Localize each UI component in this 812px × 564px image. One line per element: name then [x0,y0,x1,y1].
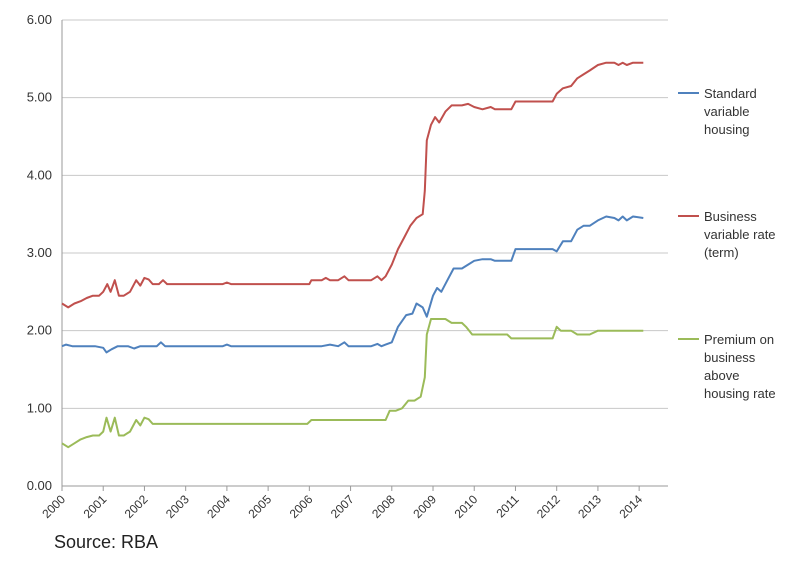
y-tick-label: 1.00 [27,400,52,415]
x-tick-label: 2001 [81,492,110,521]
series-line-0 [61,215,644,354]
x-tick-label: 2005 [245,492,274,521]
legend-label: Business [704,209,757,224]
y-tick-label: 0.00 [27,478,52,493]
line-chart: 0.001.002.003.004.005.006.00 2000 2001 200… [27,12,776,521]
legend-label: Standard [704,86,757,101]
legend-label: housing rate [704,386,776,401]
x-tick-label: 2008 [369,492,398,521]
legend: Standard variable housing Business variable … [678,86,776,401]
y-tick-label: 4.00 [27,167,52,182]
x-tick-label: 2007 [328,492,357,521]
x-tick-label: 2011 [493,492,521,520]
legend-label: above [704,368,739,383]
legend-label: variable rate [704,227,776,242]
legend-entry-1: Business variable rate (term) [678,209,776,260]
y-tick-label: 6.00 [27,12,52,27]
y-tick-label: 5.00 [27,90,52,105]
legend-label: (term) [704,245,739,260]
legend-entry-2: Premium on business above housing rate [678,332,776,401]
legend-label: business [704,350,756,365]
series-line-2 [61,318,644,449]
x-tick-label: 2000 [39,492,68,521]
legend-label: Premium on [704,332,774,347]
y-tick-labels: 0.00 1.00 2.00 3.00 4.00 5.00 6.00 [27,12,52,493]
source-note: Source: RBA [54,532,159,552]
series-lines [61,61,644,449]
x-tick-labels: 2000 2001 2002 2003 2004 2005 2006 2007 2008 2009… [39,486,645,521]
y-tick-label: 2.00 [27,323,52,338]
legend-entry-0: Standard variable housing [678,86,757,137]
axes [61,20,668,487]
x-tick-label: 2006 [287,492,316,521]
x-tick-label: 2012 [534,492,563,521]
y-tick-label: 3.00 [27,245,52,260]
x-tick-label: 2003 [163,492,192,521]
x-tick-label: 2014 [616,492,645,521]
gridlines [62,19,668,409]
x-tick-label: 2009 [410,492,439,521]
series-line-1 [61,61,644,309]
x-tick-label: 2010 [452,492,481,521]
x-tick-label: 2013 [575,492,604,521]
x-tick-label: 2004 [204,492,233,521]
legend-label: housing [704,122,750,137]
x-tick-label: 2002 [122,492,151,521]
legend-label: variable [704,104,750,119]
